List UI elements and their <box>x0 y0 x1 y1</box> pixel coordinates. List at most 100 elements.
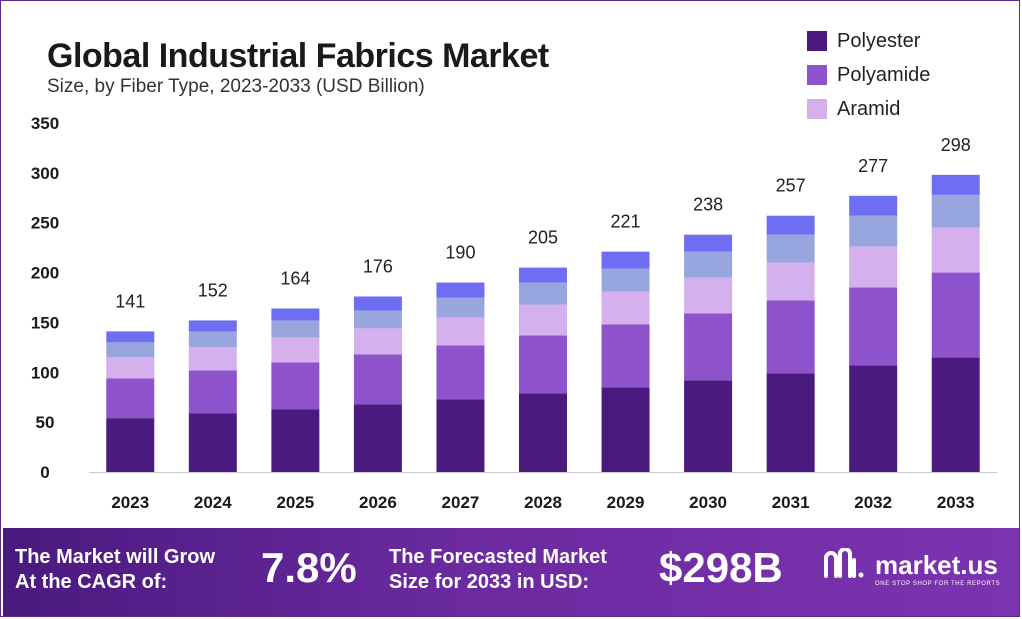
bar-total-label: 141 <box>115 291 145 311</box>
legend-label-polyamide: Polyamide <box>837 63 931 86</box>
summary-banner: The Market will Grow At the CAGR of: 7.8… <box>3 528 1019 616</box>
bar-segment-2031-segment-5 <box>766 215 815 235</box>
legend-label-aramid: Aramid <box>837 97 901 120</box>
bar-segment-2025-polyamide <box>271 362 320 410</box>
y-tick-label: 0 <box>40 463 49 482</box>
cagr-label-line-1: The Market will Grow <box>15 546 216 568</box>
bar-segment-2027-segment-4 <box>436 297 485 318</box>
forecast-label-line-2: Size for 2033 in USD: <box>389 571 590 593</box>
bar-segment-2029-aramid <box>601 291 650 325</box>
logo-name: market.us <box>875 549 998 580</box>
x-tick-label: 2033 <box>937 493 975 512</box>
bar-segment-2032-segment-5 <box>849 195 898 216</box>
x-tick-label: 2032 <box>854 493 892 512</box>
bar-segment-2027-aramid <box>436 317 485 346</box>
market-us-logo-icon <box>824 548 864 578</box>
bar-total-label: 298 <box>941 135 971 155</box>
bar-total-label: 190 <box>445 243 475 263</box>
bar-total-label: 152 <box>198 280 228 300</box>
bar-segment-2026-polyester <box>353 404 402 472</box>
bar-total-label: 257 <box>776 176 806 196</box>
bar-segment-2024-segment-5 <box>188 320 237 332</box>
bar-segment-2024-segment-4 <box>188 331 237 348</box>
bar-segment-2025-aramid <box>271 337 320 363</box>
bar-segment-2026-polyamide <box>353 354 402 405</box>
bar-segment-2030-polyester <box>684 380 733 472</box>
bar-segment-2031-aramid <box>766 262 815 301</box>
bar-segment-2033-aramid <box>931 227 980 273</box>
bar-total-label: 176 <box>363 257 393 277</box>
bar-segment-2023-segment-4 <box>106 342 155 358</box>
bar-segment-2024-polyester <box>188 413 237 472</box>
cagr-label: The Market will Grow At the CAGR of: <box>15 545 215 595</box>
bar-segment-2025-segment-5 <box>271 308 320 321</box>
bar-total-label: 277 <box>858 156 888 176</box>
bar-segment-2025-segment-4 <box>271 320 320 338</box>
bar-segment-2025-polyester <box>271 409 320 472</box>
x-tick-label: 2023 <box>111 493 149 512</box>
bar-total-label: 164 <box>280 268 310 288</box>
bar-segment-2028-polyester <box>519 393 567 472</box>
logo-tagline: ONE STOP SHOP FOR THE REPORTS <box>875 581 1001 587</box>
bar-segment-2030-aramid <box>684 277 733 314</box>
x-tick-label: 2028 <box>524 493 562 512</box>
stacked-bar-chart: 0 50 100 150 200 250 300 350 141 2023 152 2024 164 20… <box>31 114 997 512</box>
bar-segment-2033-segment-5 <box>931 174 980 195</box>
bar-segment-2028-segment-5 <box>519 267 567 283</box>
bar-segment-2028-segment-4 <box>519 282 567 305</box>
bar-segment-2031-polyester <box>766 373 815 472</box>
bar-segment-2023-segment-5 <box>106 331 155 343</box>
x-tick-label: 2029 <box>607 493 645 512</box>
x-tick-label: 2031 <box>772 493 810 512</box>
bar-segment-2026-segment-5 <box>353 296 402 311</box>
bar-segment-2033-polyamide <box>931 272 980 358</box>
y-tick-label: 300 <box>31 164 59 183</box>
bar-segment-2029-segment-4 <box>601 268 650 292</box>
x-tick-label: 2030 <box>689 493 727 512</box>
legend-item-polyester: Polyester <box>807 24 930 58</box>
bar-segment-2028-polyamide <box>519 335 567 394</box>
bar-segment-2033-segment-4 <box>931 194 980 228</box>
bar-segment-2030-segment-5 <box>684 234 733 252</box>
cagr-value: 7.8% <box>261 544 357 591</box>
y-tick-label: 100 <box>31 363 59 382</box>
forecast-label: The Forecasted Market Size for 2033 in U… <box>389 545 607 595</box>
bar-segment-2030-segment-4 <box>684 251 733 278</box>
bar-segment-2032-aramid <box>849 246 898 288</box>
legend-item-polyamide: Polyamide <box>807 58 930 92</box>
bar-segment-2031-polyamide <box>766 300 815 374</box>
bar-segment-2031-segment-4 <box>766 234 815 263</box>
bar-segment-2024-aramid <box>188 347 237 371</box>
bar-total-label: 205 <box>528 228 558 248</box>
y-tick-label: 150 <box>31 313 59 332</box>
bar-segment-2027-segment-5 <box>436 282 485 298</box>
y-tick-label: 200 <box>31 264 59 283</box>
bar-segment-2023-polyamide <box>106 378 155 419</box>
forecast-label-line-1: The Forecasted Market <box>389 546 607 568</box>
bar-segment-2027-polyester <box>436 399 485 472</box>
x-tick-label: 2026 <box>359 493 397 512</box>
bar-segment-2032-polyamide <box>849 287 898 366</box>
bar-segment-2029-polyester <box>601 387 650 472</box>
legend-swatch-polyamide <box>807 65 827 85</box>
bar-segment-2026-aramid <box>353 328 402 355</box>
bar-segment-2029-segment-5 <box>601 251 650 269</box>
legend-label-polyester: Polyester <box>837 29 921 52</box>
bar-segment-2030-polyamide <box>684 313 733 381</box>
bar-segment-2032-polyester <box>849 365 898 472</box>
bar-segment-2033-polyester <box>931 357 980 472</box>
bar-segment-2032-segment-4 <box>849 215 898 247</box>
legend: Polyester Polyamide Aramid <box>807 24 930 126</box>
bar-segment-2027-polyamide <box>436 345 485 400</box>
bar-segment-2029-polyamide <box>601 324 650 388</box>
chart-subtitle: Size, by Fiber Type, 2023-2033 (USD Bill… <box>47 76 425 97</box>
y-tick-label: 50 <box>36 413 55 432</box>
legend-item-aramid: Aramid <box>807 92 930 126</box>
chart-title: Global Industrial Fabrics Market <box>47 37 549 75</box>
legend-swatch-polyester <box>807 31 827 51</box>
x-tick-label: 2027 <box>442 493 480 512</box>
y-tick-label: 350 <box>31 114 59 133</box>
bar-segment-2026-segment-4 <box>353 310 402 329</box>
bar-segment-2028-aramid <box>519 304 567 336</box>
x-tick-label: 2024 <box>194 493 232 512</box>
